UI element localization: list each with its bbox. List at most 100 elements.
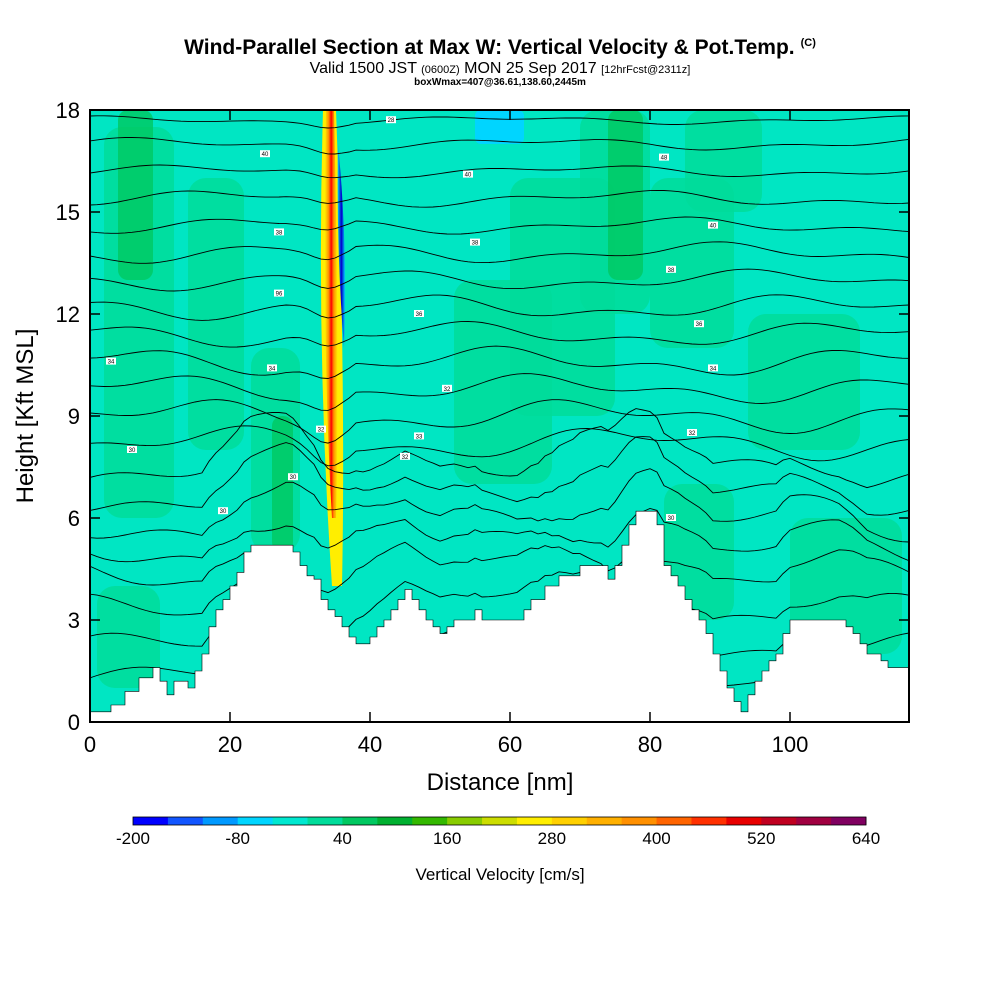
contour-label: 34 <box>106 357 116 366</box>
isentrope-line <box>90 115 909 129</box>
svg-text:40: 40 <box>465 173 472 179</box>
svg-text:32: 32 <box>402 455 409 461</box>
colorbar-swatch <box>551 817 588 825</box>
colorbar-swatch <box>796 817 832 825</box>
x-tick-label: 60 <box>498 732 522 757</box>
colorbar-swatch <box>237 817 274 825</box>
colorbar-swatch <box>342 817 378 825</box>
colorbar-frame <box>132 816 867 826</box>
svg-text:28: 28 <box>388 118 395 124</box>
y-axis-label: Height [Kft MSL] <box>12 329 39 504</box>
x-tick-label: 40 <box>358 732 382 757</box>
isentrope-line <box>90 425 909 467</box>
terrain <box>90 510 909 722</box>
colorbar-label: 520 <box>747 829 775 848</box>
isentrope-line <box>90 216 909 235</box>
updraft-band <box>188 178 244 450</box>
updraft-core <box>324 110 338 518</box>
y-tick-label: 3 <box>68 608 80 633</box>
box-meta: boxWmax=407@36.61,138.60,2445m <box>414 77 586 88</box>
isentrope-line <box>90 508 909 563</box>
y-tick-label: 9 <box>68 404 80 429</box>
svg-text:38: 38 <box>668 268 675 274</box>
chart-title: Wind-Parallel Section at Max W: Vertical… <box>0 36 1000 60</box>
contour-label: 40 <box>260 150 270 158</box>
chart-title-mark: (C) <box>800 37 816 49</box>
isentrope-line <box>90 294 909 321</box>
isentrope-line <box>90 436 909 516</box>
contour-label: 48 <box>659 153 669 162</box>
y-tick-label: 12 <box>56 302 80 327</box>
isentrope-line <box>90 189 909 208</box>
colorbar-swatch <box>831 817 867 825</box>
forecast-label: [12hrFcst@2311z] <box>601 64 691 76</box>
colorbar-swatch <box>586 817 623 825</box>
contour-label: 30 <box>218 507 228 515</box>
colorbar-label: 640 <box>852 829 880 848</box>
colorbar-label: -200 <box>116 829 150 848</box>
contour-label: 38 <box>470 238 480 247</box>
colorbar-title: Vertical Velocity [cm/s] <box>415 865 584 884</box>
colorbar-label: 400 <box>642 829 670 848</box>
contour-label: 33 <box>414 432 424 440</box>
isentrope-line <box>90 399 909 444</box>
isentrope-line <box>90 345 909 379</box>
x-tick-label: 20 <box>218 732 242 757</box>
updraft-band-strong <box>608 110 643 280</box>
svg-text:30: 30 <box>129 448 136 454</box>
y-tick-label: 18 <box>56 98 80 123</box>
updraft-band <box>685 110 762 212</box>
updraft-band <box>748 314 860 450</box>
contour-label: 38 <box>274 228 284 236</box>
colorbar-swatch <box>726 817 762 825</box>
contour-label: 30 <box>288 473 298 481</box>
svg-text:32: 32 <box>318 428 325 434</box>
plot-area: 40 40 48 40 38 38 38 96 36 36 34 34 34 32 33 32 32 30 32 30… <box>90 110 909 722</box>
x-tick-label: 0 <box>84 732 96 757</box>
isentrope-line <box>90 468 909 543</box>
downdraft-patch <box>475 110 524 144</box>
contour-label: 36 <box>414 310 424 318</box>
chart-subtitle: Valid 1500 JST (0600Z) MON 25 Sep 2017 [… <box>0 60 1000 78</box>
colorbar-label: 40 <box>333 829 352 848</box>
isentrope-line <box>90 408 909 489</box>
contour-label: 96 <box>274 289 284 298</box>
colorbar-label: -80 <box>225 829 250 848</box>
contour-label: 32 <box>316 425 326 434</box>
chart-title-text: Wind-Parallel Section at Max W: Vertical… <box>184 36 795 59</box>
svg-text:36: 36 <box>416 312 423 318</box>
colorbar-swatch <box>691 817 727 825</box>
svg-text:48: 48 <box>661 156 668 162</box>
valid-prefix: Valid 1500 JST <box>309 60 417 77</box>
colorbar-swatch <box>307 817 343 825</box>
valid-date: MON 25 Sep 2017 <box>464 60 597 77</box>
colorbar: -200 -80 40 160 280 400 520 640 Vertical Velocit… <box>116 816 880 884</box>
svg-text:33: 33 <box>416 434 423 440</box>
updraft-band <box>97 586 160 688</box>
isentrope-line <box>90 571 909 635</box>
contour-label: 32 <box>400 452 410 461</box>
colorbar-swatch <box>482 817 518 825</box>
colorbar-swatch <box>133 817 169 825</box>
x-tick-label: 80 <box>638 732 662 757</box>
svg-text:38: 38 <box>276 230 283 236</box>
isentrope-line <box>90 164 909 179</box>
svg-text:30: 30 <box>220 509 227 515</box>
colorbar-swatch <box>621 817 658 825</box>
colorbar-swatch <box>412 817 448 825</box>
updraft-band-strong <box>118 110 153 280</box>
contour-label: 40 <box>463 170 473 179</box>
contour-label: 30 <box>666 514 676 522</box>
contour-label: 28 <box>386 116 396 124</box>
colorbar-swatch <box>761 817 797 825</box>
contour-label: 34 <box>708 364 718 372</box>
svg-text:40: 40 <box>262 152 269 158</box>
contour-label: 34 <box>267 364 277 372</box>
isentrope-line <box>90 268 909 292</box>
svg-text:34: 34 <box>710 366 717 372</box>
isentrope-line <box>90 137 909 155</box>
colorbar-label: 160 <box>433 829 461 848</box>
contour-label: 36 <box>694 320 704 328</box>
